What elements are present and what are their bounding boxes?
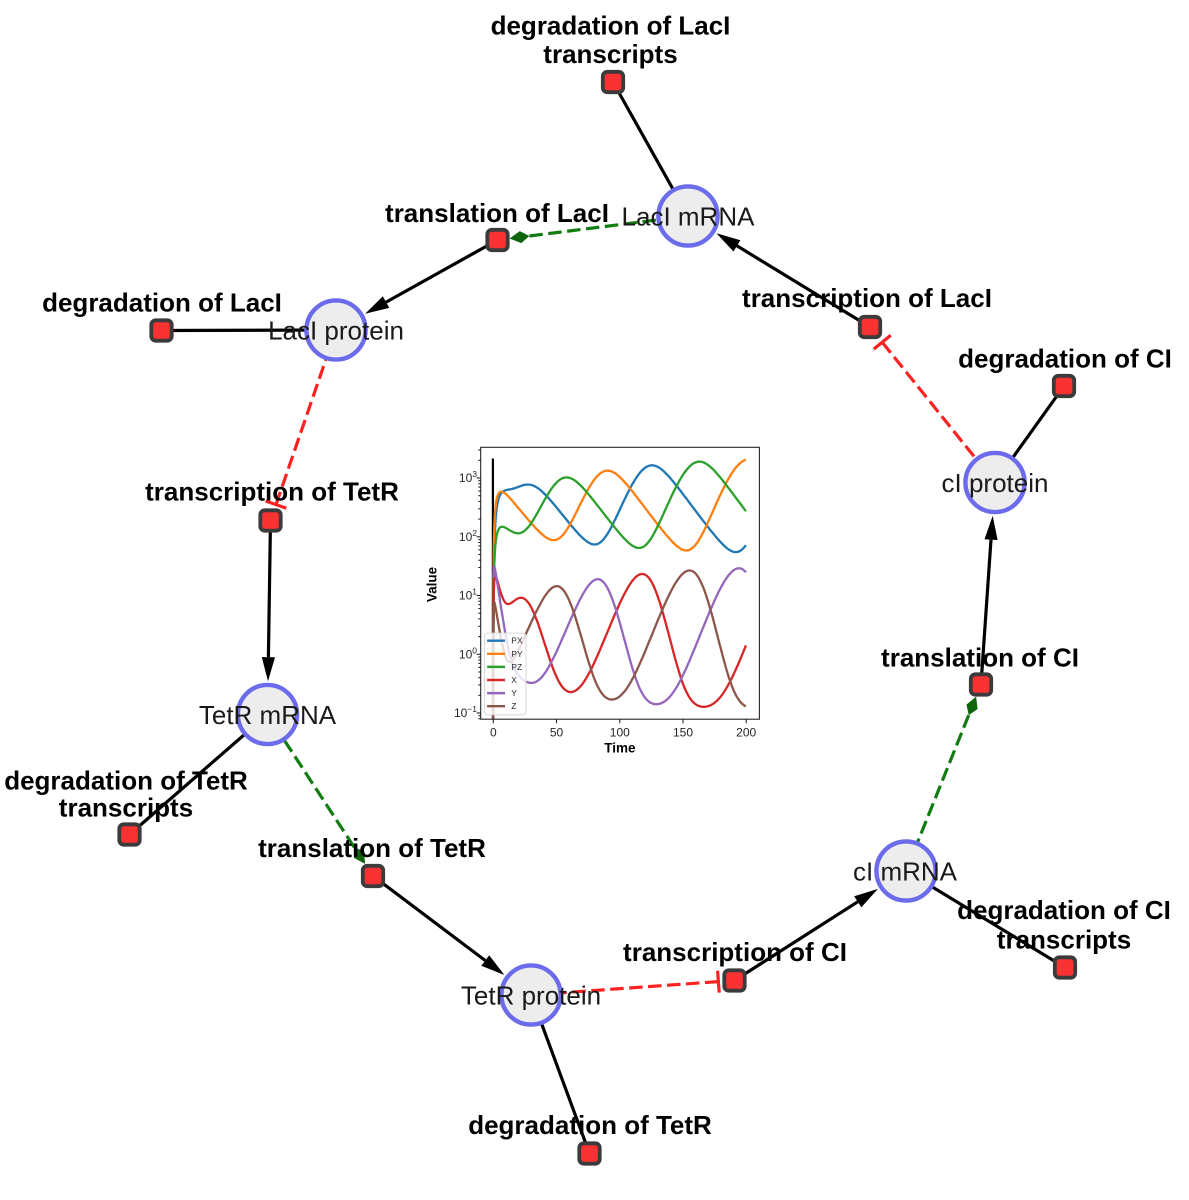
- svg-text:cI mRNA: cI mRNA: [853, 856, 958, 886]
- svg-text:degradation of TetR: degradation of TetR: [4, 765, 248, 795]
- svg-text:translation of CI: translation of CI: [881, 642, 1079, 672]
- svg-text:translation of TetR: translation of TetR: [258, 833, 486, 863]
- svg-text:Y: Y: [511, 688, 517, 698]
- svg-text:TetR protein: TetR protein: [461, 980, 601, 1010]
- svg-text:transcripts: transcripts: [543, 39, 677, 69]
- svg-text:degradation of LacI: degradation of LacI: [491, 11, 731, 41]
- svg-text:0: 0: [490, 726, 497, 740]
- svg-text:50: 50: [550, 726, 564, 740]
- svg-text:LacI protein: LacI protein: [268, 315, 404, 345]
- svg-text:LacI mRNA: LacI mRNA: [622, 201, 756, 231]
- svg-text:200: 200: [736, 726, 756, 740]
- svg-text:transcription of LacI: transcription of LacI: [742, 283, 992, 313]
- svg-text:transcripts: transcripts: [997, 924, 1131, 954]
- svg-text:transcription of CI: transcription of CI: [623, 937, 847, 967]
- svg-text:translation of LacI: translation of LacI: [385, 198, 609, 228]
- svg-text:PZ: PZ: [511, 662, 522, 672]
- svg-text:PX: PX: [511, 636, 523, 646]
- svg-text:Value: Value: [425, 566, 440, 602]
- svg-text:Time: Time: [604, 740, 636, 755]
- svg-text:degradation of CI: degradation of CI: [958, 343, 1172, 373]
- svg-text:cI protein: cI protein: [942, 468, 1049, 498]
- svg-text:degradation of LacI: degradation of LacI: [42, 287, 282, 317]
- svg-text:X: X: [511, 675, 517, 685]
- svg-text:150: 150: [673, 726, 693, 740]
- svg-text:degradation of CI: degradation of CI: [957, 895, 1171, 925]
- svg-text:100: 100: [610, 726, 630, 740]
- svg-text:PY: PY: [511, 649, 523, 659]
- svg-text:degradation of TetR: degradation of TetR: [468, 1110, 712, 1140]
- svg-text:transcripts: transcripts: [59, 792, 193, 822]
- svg-text:Z: Z: [511, 701, 516, 711]
- svg-text:TetR mRNA: TetR mRNA: [199, 700, 337, 730]
- svg-text:transcription of TetR: transcription of TetR: [145, 476, 399, 506]
